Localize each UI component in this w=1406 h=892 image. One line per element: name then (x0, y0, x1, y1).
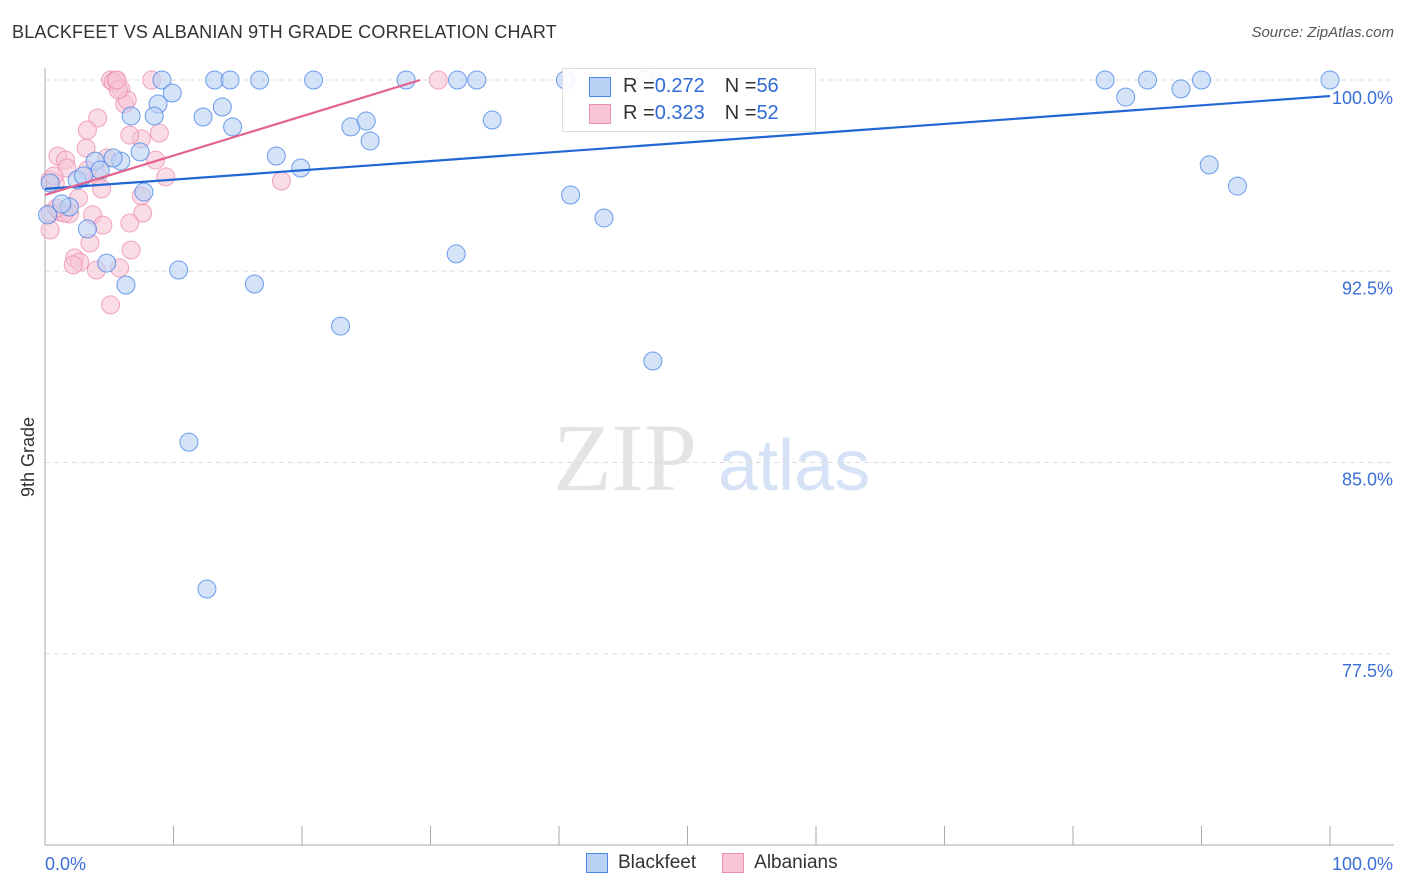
blackfeet-point (291, 158, 311, 178)
source-label: Source: ZipAtlas.com (1251, 24, 1394, 41)
blackfeet-point (446, 244, 466, 264)
blackfeet-point (77, 219, 97, 239)
pink-swatch (589, 103, 611, 124)
blackfeet-point (1227, 176, 1247, 196)
y-tick-label: 85.0% (1342, 470, 1393, 490)
albanians-trend-line (44, 78, 421, 197)
legend-blackfeet: Blackfeet (618, 852, 697, 873)
blue-swatch (589, 76, 611, 97)
blackfeet-point (97, 253, 117, 273)
blackfeet-point (447, 70, 467, 90)
blackfeet-point (467, 70, 487, 90)
albanians-swatch (722, 853, 745, 873)
y-tick-label: 92.5% (1342, 278, 1393, 298)
albanians-point (120, 213, 140, 233)
albanians-point (121, 240, 141, 260)
blackfeet-point (193, 107, 213, 127)
blackfeet-point (169, 260, 189, 280)
albanians-point (271, 171, 291, 191)
albanians-point (133, 203, 153, 223)
blackfeet-point (134, 182, 154, 202)
blackfeet-point (116, 275, 136, 295)
blackfeet-point (304, 70, 324, 90)
bottom-legend: Blackfeet Albanians (586, 852, 838, 874)
blackfeet-swatch (586, 853, 608, 873)
blackfeet-point (482, 110, 502, 130)
blackfeet-point (1199, 155, 1219, 175)
chart-title: BLACKFEET VS ALBANIAN 9TH GRADE CORRELAT… (12, 22, 557, 42)
r-label: R = (623, 75, 655, 97)
blackfeet-point (396, 70, 416, 90)
blackfeet-point (152, 70, 172, 90)
blackfeet-point (266, 146, 286, 166)
x-tick-label: 100.0% (1332, 854, 1393, 874)
albanians-point (92, 179, 112, 199)
n-value: 52 (756, 102, 779, 124)
blackfeet-point (74, 166, 94, 186)
albanians-point (63, 255, 83, 275)
blackfeet-point (197, 579, 217, 599)
blackfeet-point (1192, 70, 1211, 90)
blackfeet-point (220, 70, 240, 90)
blackfeet-point (356, 111, 376, 131)
blackfeet-point (1171, 79, 1191, 99)
blackfeet-point (250, 70, 270, 90)
blackfeet-point (1320, 70, 1340, 90)
blackfeet-point (1138, 70, 1158, 90)
r-value: 0.272 (654, 75, 705, 97)
y-tick-label: 77.5% (1342, 661, 1393, 681)
albanians-point (107, 70, 127, 90)
albanians-point (149, 123, 169, 143)
blackfeet-point (162, 83, 182, 103)
watermark-zip: ZIP (553, 404, 697, 511)
albanians-point (101, 295, 121, 315)
x-tick-label: 0.0% (45, 854, 86, 874)
r-value: 0.323 (654, 102, 705, 124)
n-label: N = (724, 102, 757, 124)
blackfeet-point (179, 432, 199, 452)
blackfeet-point (1095, 70, 1115, 90)
n-value: 56 (756, 75, 779, 97)
blackfeet-point (360, 131, 380, 151)
blackfeet-point (331, 316, 351, 336)
legend-row-blackfeet: R = 0.272 N = 56 (589, 75, 779, 98)
r-label: R = (623, 102, 655, 124)
albanians-point (120, 125, 140, 145)
blackfeet-point (121, 106, 141, 126)
watermark-atlas: atlas (718, 426, 870, 506)
blackfeet-point (594, 208, 614, 228)
blackfeet-point (103, 148, 123, 168)
blackfeet-point (38, 205, 58, 225)
legend-albanians: Albanians (754, 852, 838, 873)
legend-row-albanians: R = 0.323 N = 52 (589, 102, 779, 125)
albanians-point (77, 120, 97, 140)
albanians-point (428, 70, 448, 90)
blackfeet-point (643, 351, 663, 371)
blackfeet-point (130, 142, 150, 162)
n-label: N = (724, 75, 757, 97)
y-tick-label: 100.0% (1332, 88, 1393, 108)
blackfeet-trend-line (44, 94, 1331, 190)
blackfeet-point (244, 274, 264, 294)
blackfeet-point (1116, 87, 1136, 107)
blackfeet-point (223, 117, 243, 137)
blackfeet-point (52, 194, 72, 214)
blackfeet-point (212, 97, 232, 117)
albanians-point (76, 138, 96, 158)
legend: R = 0.272 N = 56 R = 0.323 N = 52 (562, 68, 816, 132)
albanians-point (156, 167, 176, 187)
y-axis-title: 9th Grade (18, 417, 38, 497)
blackfeet-point (561, 185, 581, 205)
blackfeet-point (144, 106, 164, 126)
